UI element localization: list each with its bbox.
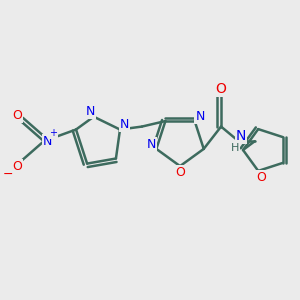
Text: +: +	[49, 128, 57, 138]
Text: O: O	[216, 82, 226, 96]
Text: O: O	[12, 109, 22, 122]
Text: N: N	[120, 118, 129, 131]
Text: N: N	[236, 129, 246, 143]
Text: O: O	[256, 171, 266, 184]
Text: O: O	[12, 160, 22, 173]
Text: H: H	[231, 143, 239, 153]
Text: O: O	[175, 166, 185, 179]
Text: N: N	[85, 105, 95, 118]
Text: N: N	[195, 110, 205, 123]
Text: N: N	[43, 135, 52, 148]
Text: −: −	[3, 167, 13, 181]
Text: N: N	[146, 138, 156, 151]
